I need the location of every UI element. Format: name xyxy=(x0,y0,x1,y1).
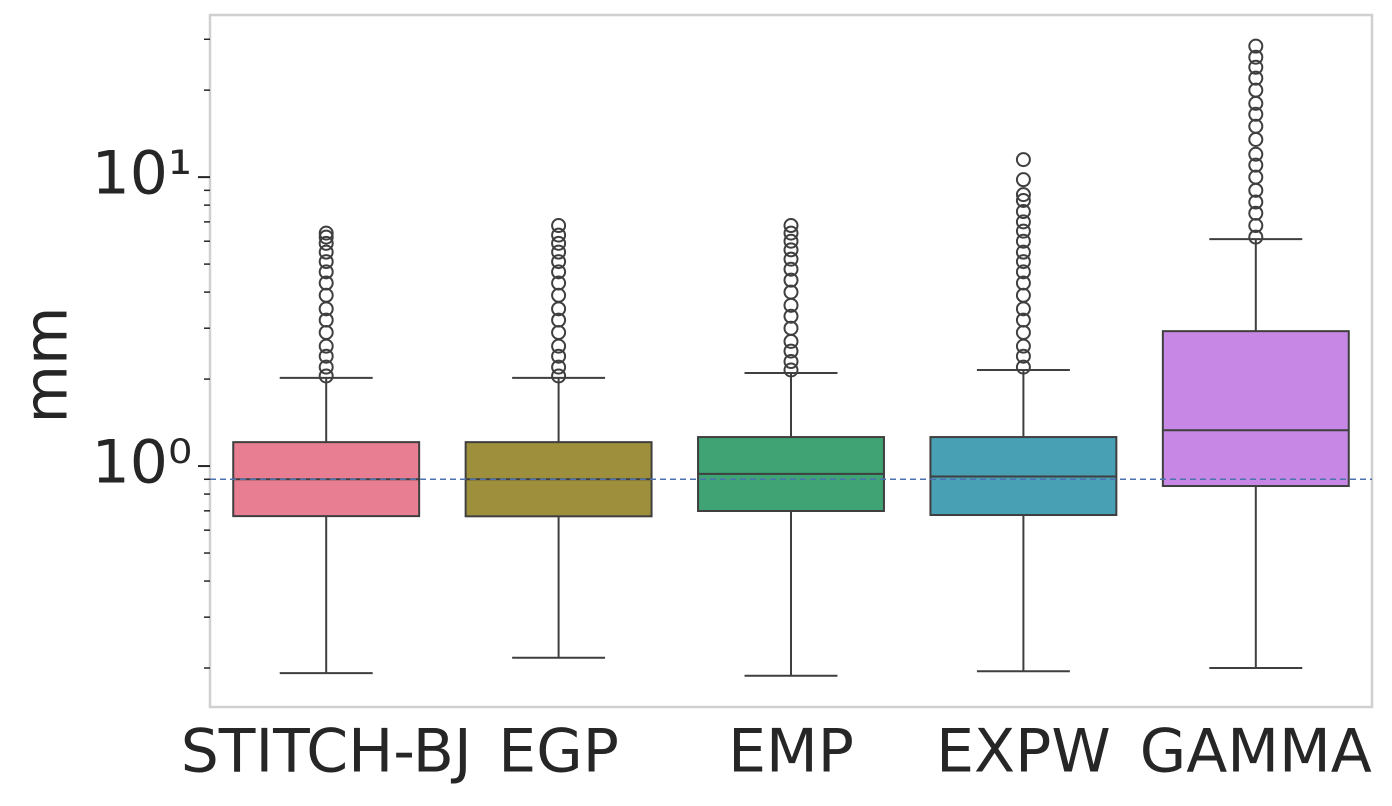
outlier xyxy=(783,343,799,359)
outlier xyxy=(1248,106,1264,122)
outlier xyxy=(1015,264,1031,280)
outlier xyxy=(318,229,334,245)
outlier xyxy=(1248,157,1264,173)
outlier xyxy=(1248,82,1264,98)
outlier xyxy=(1015,214,1031,230)
outlier xyxy=(551,264,567,280)
y-tick-label: 10¹ xyxy=(92,139,192,209)
outlier xyxy=(318,324,334,340)
outlier xyxy=(318,244,334,260)
outlier xyxy=(1248,131,1264,147)
outlier xyxy=(551,359,567,375)
outlier xyxy=(318,312,334,328)
outlier xyxy=(783,362,799,378)
outlier xyxy=(318,348,334,364)
outlier xyxy=(783,354,799,370)
outlier xyxy=(1015,193,1031,209)
outlier xyxy=(1248,205,1264,221)
outlier xyxy=(783,261,799,277)
outlier xyxy=(551,348,567,364)
outlier xyxy=(783,308,799,324)
outlier xyxy=(1015,223,1031,239)
x-tick-label: EGP xyxy=(498,717,619,787)
outlier xyxy=(1248,70,1264,86)
outlier xyxy=(1015,187,1031,203)
outlier xyxy=(783,251,799,267)
outlier xyxy=(1015,172,1031,188)
outlier xyxy=(783,218,799,234)
outlier xyxy=(783,242,799,258)
outlier xyxy=(551,218,567,234)
outlier xyxy=(1015,233,1031,249)
outlier xyxy=(1248,229,1264,245)
outlier xyxy=(1248,194,1264,210)
outlier xyxy=(783,225,799,241)
outlier xyxy=(551,235,567,251)
outlier xyxy=(318,235,334,251)
outlier xyxy=(318,368,334,384)
x-tick-label: GAMMA xyxy=(1140,717,1372,787)
outlier xyxy=(783,272,799,288)
y-tick-label: 10⁰ xyxy=(92,428,192,498)
outlier xyxy=(551,312,567,328)
outlier xyxy=(1015,275,1031,291)
outlier xyxy=(1248,38,1264,54)
outlier xyxy=(551,338,567,354)
outlier xyxy=(1248,49,1264,65)
outlier xyxy=(1015,254,1031,270)
outlier xyxy=(1015,312,1031,328)
outlier xyxy=(1015,152,1031,168)
outlier xyxy=(318,359,334,375)
plot-frame xyxy=(208,13,1374,709)
outlier xyxy=(318,287,334,303)
outlier xyxy=(783,233,799,249)
outlier xyxy=(783,284,799,300)
outlier xyxy=(1015,324,1031,340)
x-tick-label: STITCH-BJ xyxy=(181,717,472,787)
outlier xyxy=(551,227,567,243)
outlier xyxy=(318,254,334,270)
outlier xyxy=(551,324,567,340)
outlier xyxy=(783,320,799,336)
outlier xyxy=(1248,59,1264,75)
outlier xyxy=(1248,146,1264,162)
outlier xyxy=(318,275,334,291)
outlier xyxy=(1248,118,1264,134)
outlier xyxy=(1015,348,1031,364)
outlier xyxy=(1015,359,1031,375)
box xyxy=(1161,330,1350,488)
outlier xyxy=(1015,338,1031,354)
outlier xyxy=(551,244,567,260)
outlier xyxy=(783,333,799,349)
outlier xyxy=(1015,287,1031,303)
outlier xyxy=(551,275,567,291)
y-axis-label: mm xyxy=(12,307,82,424)
x-tick-label: EMP xyxy=(728,717,854,787)
outlier xyxy=(318,338,334,354)
outlier xyxy=(551,254,567,270)
outlier xyxy=(551,287,567,303)
outlier xyxy=(318,225,334,241)
outlier xyxy=(318,264,334,280)
outlier xyxy=(1248,169,1264,185)
outlier xyxy=(1015,244,1031,260)
x-tick-label: EXPW xyxy=(936,717,1111,787)
outlier xyxy=(1015,204,1031,220)
outlier xyxy=(551,368,567,384)
